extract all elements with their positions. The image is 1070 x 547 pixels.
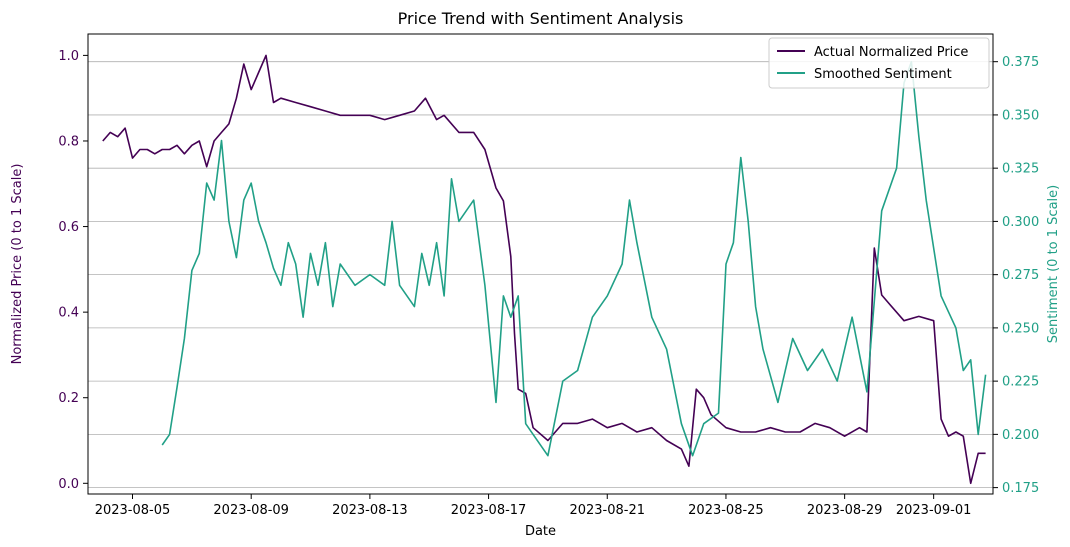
- y-right-tick-label: 0.275: [1002, 268, 1039, 283]
- chart-title: Price Trend with Sentiment Analysis: [398, 9, 684, 28]
- y-right-tick-label: 0.200: [1002, 428, 1039, 443]
- y-right-tick-label: 0.325: [1002, 162, 1039, 177]
- x-tick-label: 2023-08-25: [688, 503, 764, 518]
- x-tick-label: 2023-08-05: [95, 503, 171, 518]
- y-left-tick-label: 0.2: [58, 391, 79, 406]
- y-left-axis-label: Normalized Price (0 to 1 Scale): [10, 164, 25, 365]
- axes: 2023-08-05 2023-08-09 2023-08-13 2023-08-17…: [58, 49, 1039, 518]
- y-right-tick-label: 0.250: [1002, 321, 1039, 336]
- y-right-tick-label: 0.300: [1002, 215, 1039, 230]
- x-tick-label: 2023-08-29: [807, 503, 883, 518]
- legend-label-price: Actual Normalized Price: [814, 45, 968, 60]
- y-right-tick-label: 0.375: [1002, 55, 1039, 70]
- legend-label-sentiment: Smoothed Sentiment: [814, 67, 952, 82]
- y-right-tick-label: 0.350: [1002, 108, 1039, 123]
- y-left-tick-label: 0.6: [58, 220, 79, 235]
- x-tick-label: 2023-09-01: [896, 503, 972, 518]
- y-left-tick-label: 0.4: [58, 306, 79, 321]
- x-tick-label: 2023-08-21: [569, 503, 645, 518]
- series-line-sentiment: [161, 60, 987, 457]
- x-tick-label: 2023-08-09: [213, 503, 289, 518]
- x-tick-label: 2023-08-17: [451, 503, 527, 518]
- y-right-tick-label: 0.175: [1002, 481, 1039, 496]
- x-tick-label: 2023-08-13: [332, 503, 408, 518]
- y-right-axis-label: Sentiment (0 to 1 Scale): [1046, 185, 1061, 343]
- series-line-price: [102, 54, 986, 485]
- y-left-tick-label: 0.0: [58, 477, 79, 492]
- y-right-tick-label: 0.225: [1002, 375, 1039, 390]
- series-layer: [102, 54, 987, 485]
- y-left-tick-label: 1.0: [58, 49, 79, 64]
- plot-frame: [87, 33, 994, 495]
- y-left-tick-label: 0.8: [58, 134, 79, 149]
- legend-box: [768, 37, 990, 89]
- x-axis-label: Date: [525, 524, 556, 539]
- legend: Actual Normalized Price Smoothed Sentime…: [768, 37, 990, 89]
